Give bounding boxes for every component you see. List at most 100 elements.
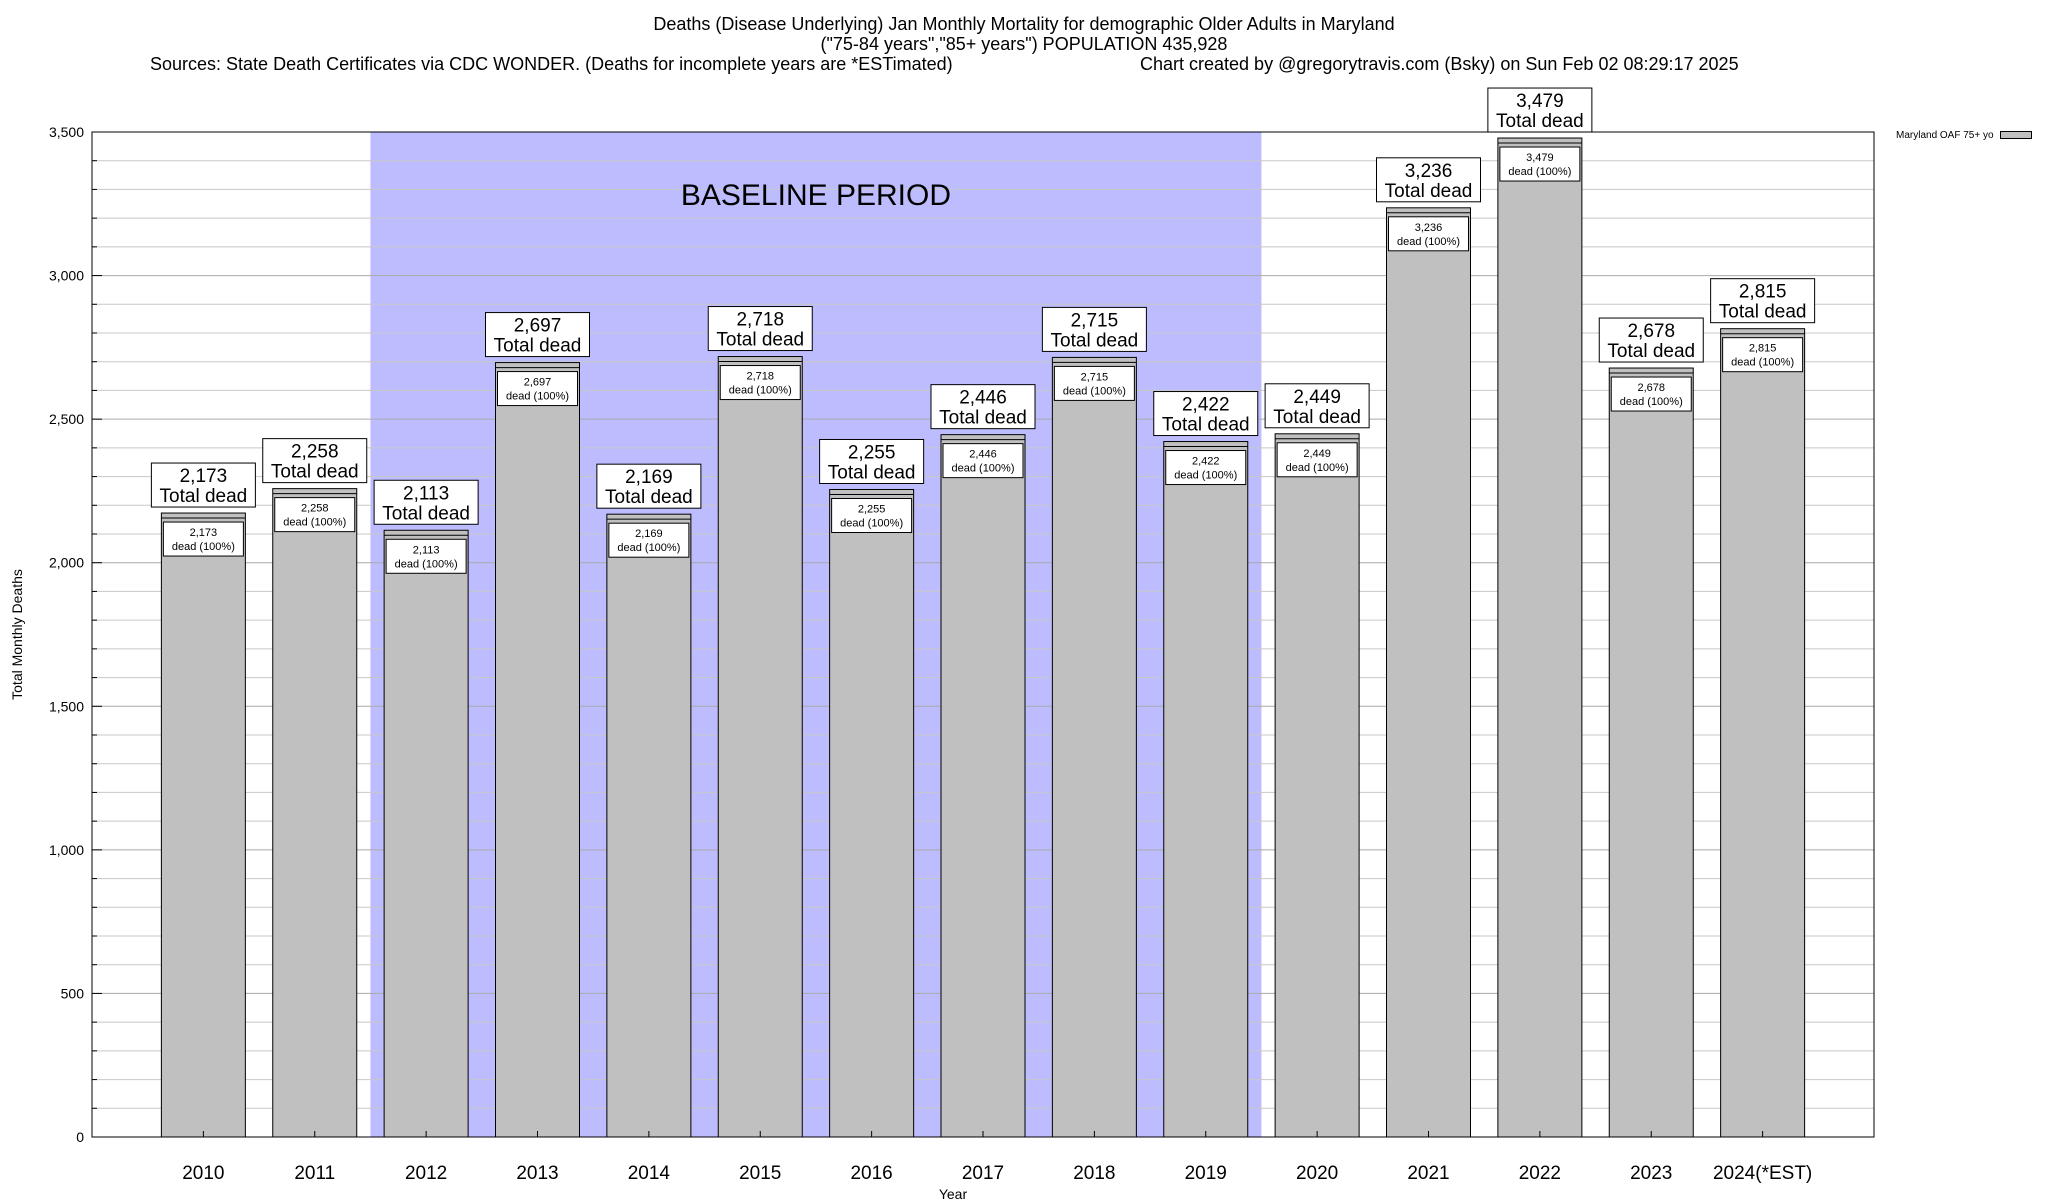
inner-label-box [1053,365,1135,401]
inner-dead-label: dead (100%) [1620,396,1683,408]
total-label-box [1153,391,1259,437]
inner-value-label: 2,697 [524,377,552,389]
bar [383,529,469,1138]
inner-dead-label: dead (100%) [1508,166,1571,178]
inner-value-label: 2,422 [1192,456,1220,468]
total-label-box [373,479,479,525]
x-tick-label: 2017 [962,1163,1004,1184]
inner-value-label: 2,255 [858,503,886,515]
x-tick-label: 2011 [294,1163,335,1184]
chart-credit: Chart created by @gregorytravis.com (Bsk… [1140,54,1739,74]
inner-dead-label: dead (100%) [1397,236,1460,248]
total-dead-label: Total dead [1051,330,1139,351]
x-tick-label: 2010 [182,1163,224,1184]
total-dead-label: Total dead [382,503,470,524]
total-value-label: 2,446 [959,388,1007,409]
inner-value-label: 2,715 [1081,371,1109,383]
total-dead-label: Total dead [605,487,693,508]
inner-dead-label: dead (100%) [1063,385,1126,397]
total-value-label: 2,169 [625,467,673,488]
inner-dead-label: dead (100%) [617,542,680,554]
total-dead-label: Total dead [1273,407,1361,428]
total-value-label: 2,697 [514,316,562,337]
legend-swatch [1999,131,2032,140]
inner-dead-label: dead (100%) [840,517,903,529]
chart-sources: Sources: State Death Certificates via CD… [150,54,953,74]
total-label-box [485,312,590,358]
total-value-label: 3,236 [1405,161,1453,182]
x-tick-label: 2019 [1185,1163,1227,1184]
total-label-box [1710,278,1816,324]
y-tick-label: 3,500 [49,124,84,140]
x-tick-label: 2013 [516,1163,558,1184]
inner-label-box [274,497,356,533]
inner-label-box [1276,442,1358,478]
inner-label-box [1610,376,1692,412]
total-label-box [1041,306,1147,352]
total-value-label: 2,678 [1627,321,1675,342]
total-value-label: 3,479 [1516,91,1564,112]
total-value-label: 2,715 [1071,310,1119,331]
total-dead-label: Total dead [494,336,582,357]
x-tick-label: 2012 [405,1163,447,1184]
chart-title-line2: ("75-84 years","85+ years") POPULATION 4… [820,34,1228,54]
inner-value-label: 2,446 [969,449,997,461]
total-label-box [150,462,256,508]
x-tick-label: 2015 [739,1163,781,1184]
total-dead-label: Total dead [1607,341,1695,362]
total-value-label: 2,718 [736,310,784,331]
x-tick-label: 2023 [1630,1163,1672,1184]
inner-dead-label: dead (100%) [1174,470,1237,482]
total-dead-label: Total dead [1496,111,1584,132]
legend: Maryland OAF 75+ yo [1896,130,2032,141]
total-dead-label: Total dead [271,462,359,483]
bar [1051,356,1137,1138]
y-tick-label: 3,000 [49,268,84,284]
total-label-box [1598,317,1704,363]
chart-title-line1: Deaths (Disease Underlying) Jan Monthly … [653,14,1395,34]
x-tick-label: 2024(*EST) [1713,1163,1812,1184]
inner-dead-label: dead (100%) [172,541,235,553]
y-tick-label: 2,500 [49,411,84,427]
inner-label-box [497,371,578,407]
bar [272,488,358,1138]
inner-label-box [1499,146,1581,182]
inner-label-box [1722,337,1804,373]
x-tick-label: 2018 [1073,1163,1115,1184]
total-value-label: 2,449 [1293,387,1341,408]
total-dead-label: Total dead [828,462,916,483]
inner-dead-label: dead (100%) [952,463,1015,475]
bar [495,362,580,1138]
bar [1386,207,1471,1138]
bar [160,512,246,1138]
plot-frame [91,131,1875,1138]
inner-dead-label: dead (100%) [729,385,792,397]
inner-dead-label: dead (100%) [1286,462,1349,474]
bar [717,356,803,1138]
baseline-period-label: BASELINE PERIOD [681,179,951,212]
total-value-label: 2,422 [1182,395,1230,416]
inner-dead-label: dead (100%) [1731,357,1794,369]
inner-label-box [1165,450,1247,486]
bar [940,434,1026,1138]
inner-label-box [831,497,913,533]
inner-label-box [608,522,690,558]
inner-label-box [385,538,467,574]
x-tick-label: 2022 [1519,1163,1561,1184]
total-label-box [930,384,1036,430]
total-dead-label: Total dead [1162,415,1250,436]
bar [1497,137,1583,1138]
total-value-label: 2,815 [1739,282,1787,303]
bar [1274,433,1360,1138]
bar [829,488,915,1138]
x-tick-label: 2020 [1296,1163,1338,1184]
inner-label-box [162,521,244,557]
inner-dead-label: dead (100%) [395,558,458,570]
total-dead-label: Total dead [939,408,1027,429]
inner-dead-label: dead (100%) [283,517,346,529]
inner-label-box [719,365,801,401]
y-tick-label: 1,500 [49,698,84,714]
x-axis-title: Year [939,1186,968,1200]
x-tick-label: 2016 [850,1163,892,1184]
total-label-box [819,438,925,484]
